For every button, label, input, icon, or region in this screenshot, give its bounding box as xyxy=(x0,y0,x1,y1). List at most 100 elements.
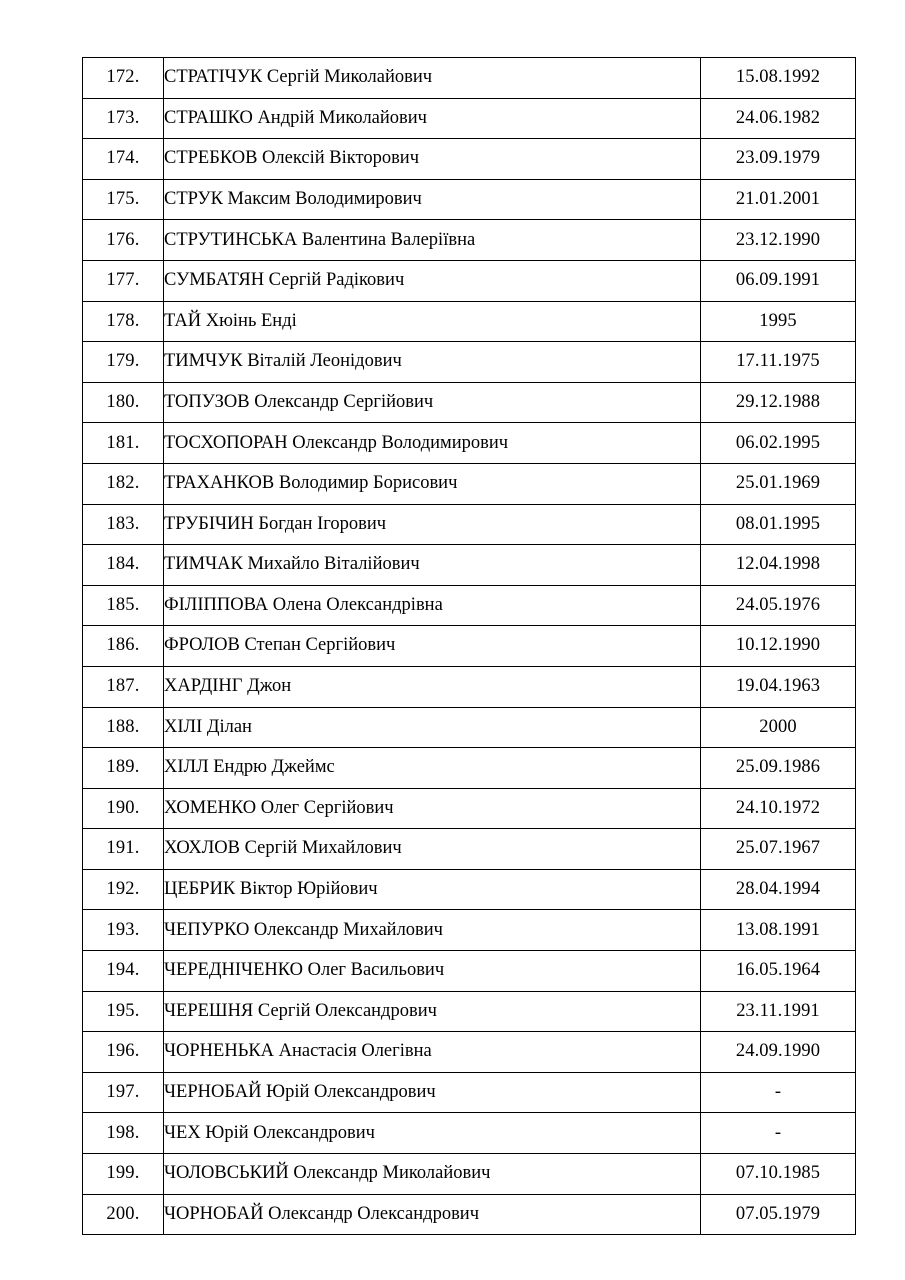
row-index-cell: 195. xyxy=(82,990,164,1033)
row-index-cell: 193. xyxy=(82,909,164,952)
table-row: 180. ТОПУЗОВ Олександр Сергійович 29.12.19… xyxy=(82,381,856,424)
person-name-cell: СТРАТІЧУК Сергій Миколайович xyxy=(163,57,701,99)
person-name-cell: ФРОЛОВ Степан Сергійович xyxy=(163,625,701,667)
table-row: 178. ТАЙ Хюінь Енді 1995 xyxy=(82,300,856,343)
row-index-cell: 182. xyxy=(82,462,164,505)
table-row: 175. СТРУК Максим Володимирович 21.01.2001 xyxy=(82,178,856,221)
person-name-cell: ТРАХАНКОВ Володимир Борисович xyxy=(163,462,701,505)
person-name-cell: ЧЕРЕДНІЧЕНКО Олег Васильович xyxy=(163,950,701,992)
person-name-cell: СТРУК Максим Володимирович xyxy=(163,178,701,221)
birth-date-cell: 10.12.1990 xyxy=(700,625,856,667)
person-name-cell: ТИМЧУК Віталій Леонідович xyxy=(163,341,701,383)
person-name-cell: ТРУБІЧИН Богдан Ігорович xyxy=(163,503,701,546)
row-index-cell: 177. xyxy=(82,259,164,302)
row-index-cell: 191. xyxy=(82,828,164,870)
birth-date-cell: 25.01.1969 xyxy=(700,462,856,505)
person-name-cell: ЧЕХ Юрій Олександрович xyxy=(163,1112,701,1155)
row-index-cell: 186. xyxy=(82,625,164,667)
person-name-cell: СТРАШКО Андрій Миколайович xyxy=(163,97,701,140)
person-name-cell: ТАЙ Хюінь Енді xyxy=(163,300,701,343)
person-name-cell: ТОСХОПОРАН Олександр Володимирович xyxy=(163,422,701,464)
registry-table-body: 172. СТРАТІЧУК Сергій Миколайович 15.08.19… xyxy=(82,57,856,1236)
birth-date-cell: 07.10.1985 xyxy=(700,1153,856,1195)
table-row: 198. ЧЕХ Юрій Олександрович - xyxy=(82,1112,856,1155)
person-name-cell: ЧОЛОВСЬКИЙ Олександр Миколайович xyxy=(163,1153,701,1195)
table-row: 196. ЧОРНЕНЬКА Анастасія Олегівна 24.09.19… xyxy=(82,1031,856,1073)
birth-date-cell: 06.02.1995 xyxy=(700,422,856,464)
person-name-cell: ЧЕПУРКО Олександр Михайлович xyxy=(163,909,701,952)
person-name-cell: СУМБАТЯН Сергій Радікович xyxy=(163,259,701,302)
table-row: 179. ТИМЧУК Віталій Леонідович 17.11.1975 xyxy=(82,341,856,383)
birth-date-cell: 13.08.1991 xyxy=(700,909,856,952)
birth-date-cell: 07.05.1979 xyxy=(700,1193,856,1236)
row-index-cell: 173. xyxy=(82,97,164,140)
person-name-cell: ХОХЛОВ Сергій Михайлович xyxy=(163,828,701,870)
person-name-cell: СТРУТИНСЬКА Валентина Валеріївна xyxy=(163,219,701,261)
birth-date-cell: 24.09.1990 xyxy=(700,1031,856,1073)
birth-date-cell: 25.09.1986 xyxy=(700,747,856,789)
row-index-cell: 188. xyxy=(82,706,164,749)
table-row: 182. ТРАХАНКОВ Володимир Борисович 25.01.1… xyxy=(82,462,856,505)
row-index-cell: 199. xyxy=(82,1153,164,1195)
row-index-cell: 175. xyxy=(82,178,164,221)
birth-date-cell: 24.06.1982 xyxy=(700,97,856,140)
person-name-cell: ЧЕРЕШНЯ Сергій Олександрович xyxy=(163,990,701,1033)
birth-date-cell: 12.04.1998 xyxy=(700,544,856,586)
table-row: 176. СТРУТИНСЬКА Валентина Валеріївна 23.1… xyxy=(82,219,856,261)
person-name-cell: ХІЛІ Ділан xyxy=(163,706,701,749)
birth-date-cell: 16.05.1964 xyxy=(700,950,856,992)
row-index-cell: 187. xyxy=(82,665,164,708)
row-index-cell: 176. xyxy=(82,219,164,261)
person-name-cell: ХАРДІНГ Джон xyxy=(163,665,701,708)
person-name-cell: ЧОРНОБАЙ Олександр Олександрович xyxy=(163,1193,701,1236)
birth-date-cell: 15.08.1992 xyxy=(700,57,856,99)
birth-date-cell: 17.11.1975 xyxy=(700,341,856,383)
birth-date-cell: 2000 xyxy=(700,706,856,749)
table-row: 195. ЧЕРЕШНЯ Сергій Олександрович 23.11.19… xyxy=(82,990,856,1033)
person-name-cell: ЦЕБРИК Віктор Юрійович xyxy=(163,868,701,911)
table-row: 188. ХІЛІ Ділан 2000 xyxy=(82,706,856,749)
row-index-cell: 200. xyxy=(82,1193,164,1236)
birth-date-cell: 23.11.1991 xyxy=(700,990,856,1033)
row-index-cell: 197. xyxy=(82,1071,164,1114)
person-name-cell: ХОМЕНКО Олег Сергійович xyxy=(163,787,701,830)
table-row: 177. СУМБАТЯН Сергій Радікович 06.09.1991 xyxy=(82,259,856,302)
birth-date-cell: 23.09.1979 xyxy=(700,138,856,180)
row-index-cell: 194. xyxy=(82,950,164,992)
table-row: 197. ЧЕРНОБАЙ Юрій Олександрович - xyxy=(82,1071,856,1114)
birth-date-cell: 24.10.1972 xyxy=(700,787,856,830)
birth-date-cell: 1995 xyxy=(700,300,856,343)
row-index-cell: 178. xyxy=(82,300,164,343)
row-index-cell: 179. xyxy=(82,341,164,383)
birth-date-cell: 25.07.1967 xyxy=(700,828,856,870)
birth-date-cell: 28.04.1994 xyxy=(700,868,856,911)
row-index-cell: 183. xyxy=(82,503,164,546)
row-index-cell: 189. xyxy=(82,747,164,789)
person-name-cell: ЧЕРНОБАЙ Юрій Олександрович xyxy=(163,1071,701,1114)
birth-date-cell: 23.12.1990 xyxy=(700,219,856,261)
person-name-cell: ФІЛІППОВА Олена Олександрівна xyxy=(163,584,701,627)
person-name-cell: СТРЕБКОВ Олексій Вікторович xyxy=(163,138,701,180)
person-name-cell: ТОПУЗОВ Олександр Сергійович xyxy=(163,381,701,424)
row-index-cell: 181. xyxy=(82,422,164,464)
row-index-cell: 185. xyxy=(82,584,164,627)
birth-date-cell: 19.04.1963 xyxy=(700,665,856,708)
row-index-cell: 174. xyxy=(82,138,164,180)
table-row: 194. ЧЕРЕДНІЧЕНКО Олег Васильович 16.05.19… xyxy=(82,950,856,992)
table-row: 184. ТИМЧАК Михайло Віталійович 12.04.1998 xyxy=(82,544,856,586)
birth-date-cell: 21.01.2001 xyxy=(700,178,856,221)
birth-date-cell: - xyxy=(700,1112,856,1155)
table-row: 190. ХОМЕНКО Олег Сергійович 24.10.1972 xyxy=(82,787,856,830)
table-row: 183. ТРУБІЧИН Богдан Ігорович 08.01.1995 xyxy=(82,503,856,546)
table-row: 186. ФРОЛОВ Степан Сергійович 10.12.1990 xyxy=(82,625,856,667)
birth-date-cell: 24.05.1976 xyxy=(700,584,856,627)
table-row: 174. СТРЕБКОВ Олексій Вікторович 23.09.197… xyxy=(82,138,856,180)
table-row: 191. ХОХЛОВ Сергій Михайлович 25.07.1967 xyxy=(82,828,856,870)
row-index-cell: 198. xyxy=(82,1112,164,1155)
person-name-cell: ТИМЧАК Михайло Віталійович xyxy=(163,544,701,586)
table-row: 199. ЧОЛОВСЬКИЙ Олександр Миколайович 07.1… xyxy=(82,1153,856,1195)
row-index-cell: 196. xyxy=(82,1031,164,1073)
table-row: 181. ТОСХОПОРАН Олександр Володимирович 06… xyxy=(82,422,856,464)
birth-date-cell: 08.01.1995 xyxy=(700,503,856,546)
